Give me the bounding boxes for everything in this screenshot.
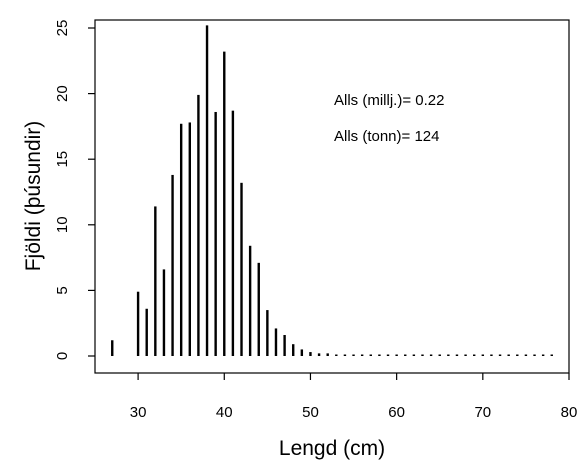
bar: [524, 354, 528, 356]
bar: [154, 206, 157, 356]
bar: [455, 354, 459, 356]
bar: [283, 335, 286, 356]
bar: [335, 354, 338, 356]
x-tick-label: 40: [216, 404, 233, 421]
bar: [481, 354, 485, 356]
bar: [550, 354, 553, 356]
bar: [533, 354, 536, 356]
bar: [162, 269, 166, 356]
x-axis-title: Lengd (cm): [279, 437, 385, 460]
x-tick-label: 50: [302, 404, 319, 421]
y-tick-label: 20: [54, 85, 71, 102]
bar: [507, 354, 510, 356]
bar: [188, 122, 191, 357]
x-tick-label: 70: [474, 404, 491, 421]
bar: [343, 354, 347, 356]
bar: [292, 344, 295, 356]
bar: [248, 245, 252, 356]
annotation-total-tonnes: Alls (tonn)= 124: [334, 128, 439, 145]
bar: [266, 310, 269, 356]
bar: [369, 354, 372, 356]
bar: [395, 354, 398, 356]
bar: [145, 308, 148, 356]
bar: [404, 354, 407, 356]
y-axis-title: Fjöldi (þúsundir): [22, 121, 45, 272]
bar: [438, 354, 441, 356]
bar: [498, 354, 502, 356]
plot-frame: [94, 19, 570, 374]
bar: [360, 354, 364, 356]
bar: [171, 174, 174, 356]
bar: [317, 353, 321, 356]
x-tick-label: 60: [388, 404, 405, 421]
y-tick-label: 25: [54, 20, 71, 37]
bar: [197, 94, 200, 356]
bar: [412, 354, 416, 356]
bar: [490, 354, 493, 356]
bar: [223, 51, 226, 357]
bars-group: [111, 25, 553, 357]
y-axis: 0 5 10 15 20 25: [54, 20, 95, 360]
bar: [378, 354, 381, 356]
bar: [274, 328, 278, 356]
y-tick-label: 0: [54, 352, 71, 360]
bar: [205, 25, 209, 356]
y-tick-label: 5: [54, 286, 71, 294]
bar: [136, 291, 140, 356]
bar: [421, 354, 424, 356]
bar: [473, 354, 476, 356]
bar: [300, 349, 304, 356]
annotation-total-millions: Alls (millj.)= 0.22: [334, 92, 444, 109]
x-tick-label: 80: [561, 404, 578, 421]
x-axis: 30 40 50 60 70 80: [130, 373, 578, 421]
bar: [464, 354, 467, 356]
bar: [257, 262, 260, 356]
bar: [240, 182, 243, 356]
y-tick-label: 15: [54, 151, 71, 168]
bar: [179, 123, 183, 356]
bar: [516, 354, 519, 356]
bar: [309, 352, 312, 356]
bar: [541, 354, 545, 356]
bar: [326, 353, 329, 356]
bar: [214, 111, 217, 356]
bar: [111, 340, 114, 356]
y-tick-label: 10: [54, 216, 71, 233]
bar: [447, 354, 450, 356]
x-tick-label: 30: [130, 404, 147, 421]
bar: [386, 354, 390, 356]
bar: [429, 354, 433, 356]
bar: [231, 110, 235, 356]
bar: [352, 354, 355, 356]
